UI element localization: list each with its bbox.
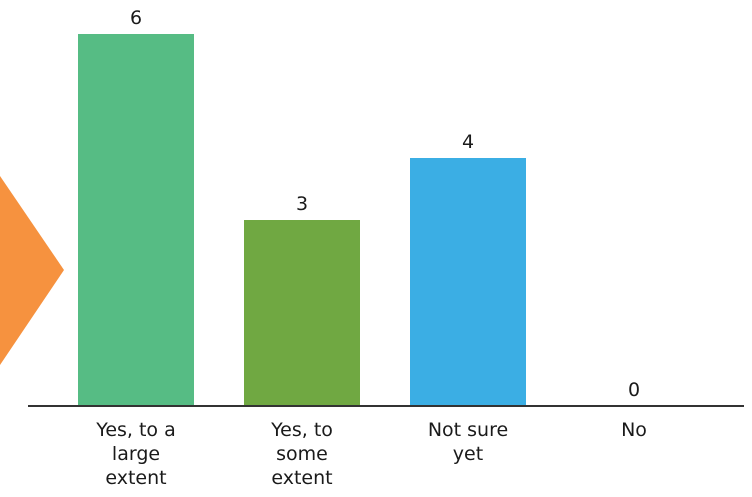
bar-3 <box>410 158 526 406</box>
data-label-2: 3 <box>296 193 308 215</box>
data-label-1: 6 <box>130 7 142 29</box>
x-tick-label-line: extent <box>271 467 332 489</box>
orange-arrow-shape <box>0 176 64 365</box>
x-tick-label-line: Yes, to <box>270 419 333 441</box>
x-tick-label-line: yet <box>453 443 483 465</box>
x-tick-label-line: No <box>621 419 647 441</box>
x-tick-label-line: Not sure <box>428 419 508 441</box>
bars-group <box>78 34 526 406</box>
data-label-3: 4 <box>462 131 474 153</box>
bar-1 <box>78 34 194 406</box>
x-tick-label-line: some <box>276 443 328 465</box>
x-tick-label-1: Yes, to a large extent <box>95 419 176 489</box>
x-tick-label-line: large <box>112 443 160 465</box>
x-tick-label-line: Yes, to a <box>95 419 176 441</box>
x-tick-label-line: extent <box>105 467 166 489</box>
bar-2 <box>244 220 360 406</box>
data-label-4: 0 <box>628 379 640 401</box>
x-tick-label-2: Yes, to some extent <box>270 419 333 489</box>
x-tick-label-3: Not sure yet <box>428 419 508 465</box>
x-tick-label-4: No <box>621 419 647 441</box>
